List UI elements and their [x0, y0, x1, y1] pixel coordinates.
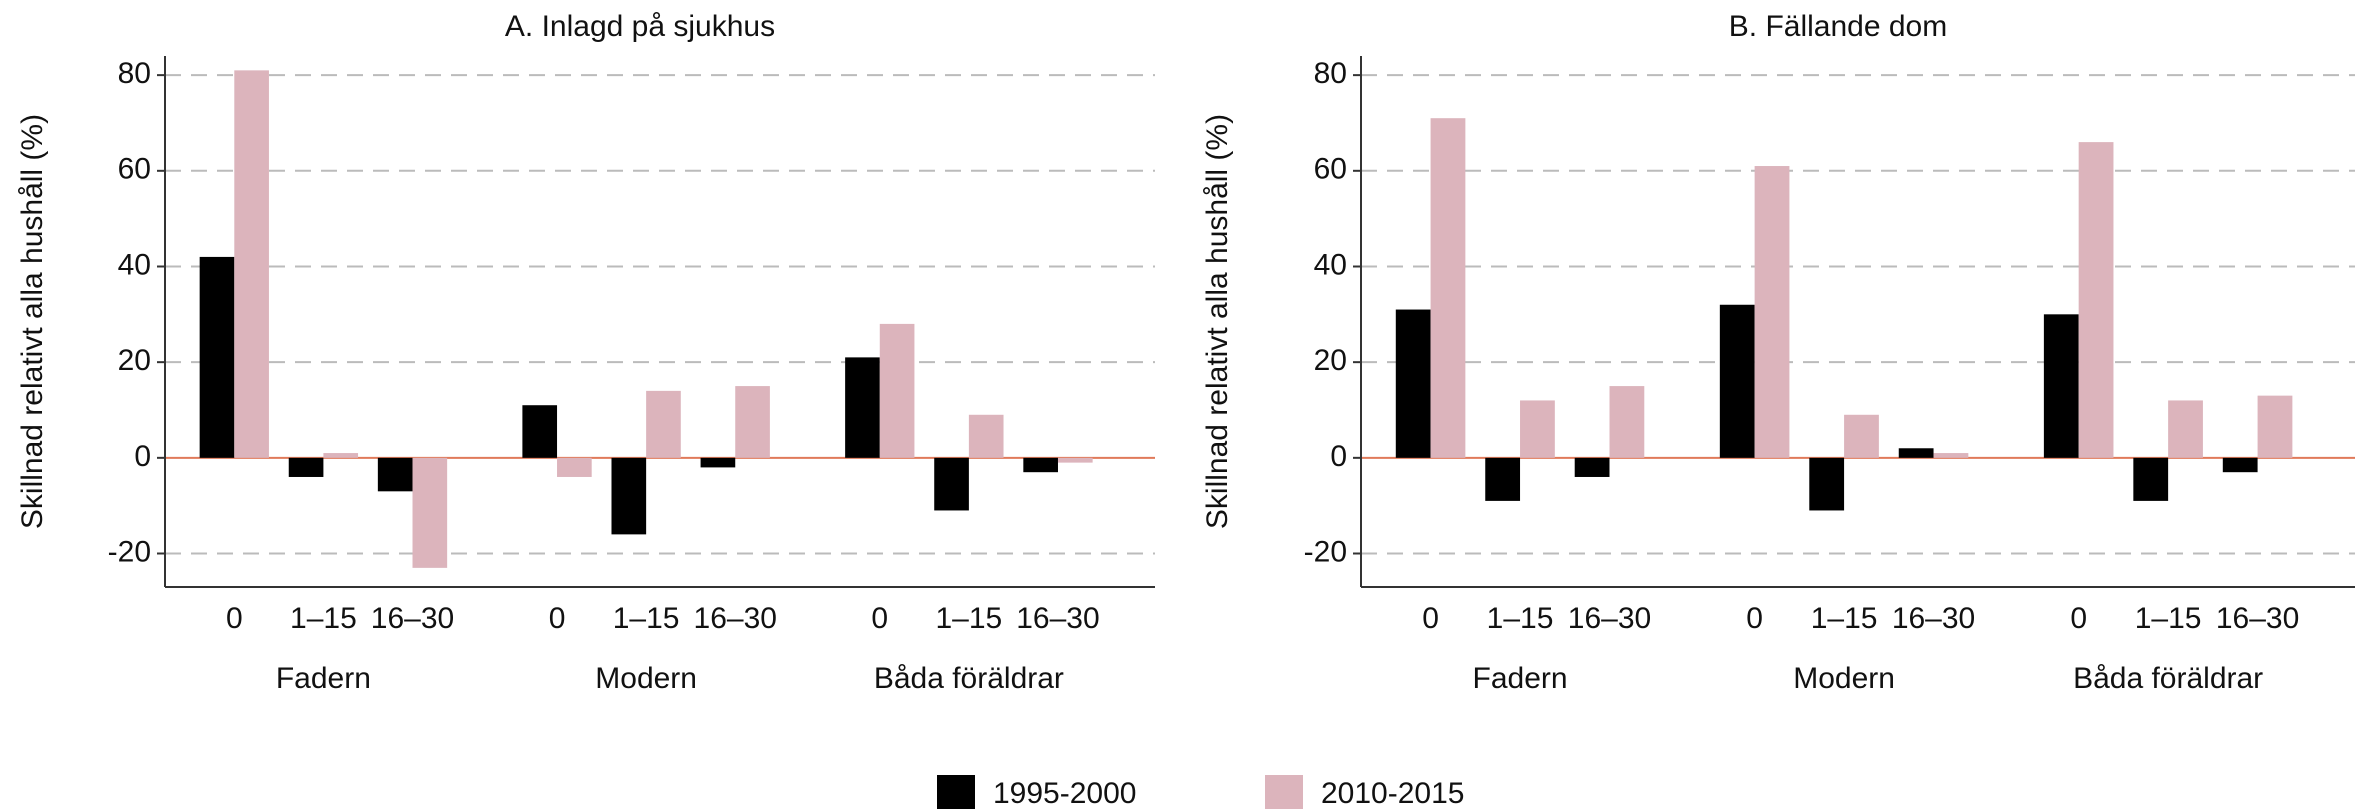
- x-tick-label: 16–30: [1016, 602, 1099, 635]
- bar: 1995-2000: [1809, 457, 1845, 511]
- y-tick-label: -20: [1304, 535, 1347, 568]
- x-tick-label: 16–30: [694, 602, 777, 635]
- bar: 1995-2000: [1023, 457, 1058, 473]
- bar: 1995-2000: [845, 357, 880, 458]
- chart-title: B. Fällande dom: [1729, 10, 1947, 43]
- x-tick-label: 0: [2070, 602, 2087, 635]
- x-tick-label: 1–15: [936, 602, 1003, 635]
- group-label: Båda föräldrar: [2073, 662, 2263, 695]
- y-tick-label: 20: [118, 344, 151, 377]
- group-label: Båda föräldrar: [874, 662, 1064, 695]
- bar: 2010-2015: [2257, 395, 2293, 458]
- x-tick-label: 16–30: [1892, 602, 1975, 635]
- group-label: Fadern: [1473, 662, 1568, 695]
- bar: 1995-2000: [2222, 457, 2258, 473]
- y-tick-label: 80: [1314, 57, 1347, 90]
- x-tick-label: 1–15: [290, 602, 357, 635]
- bar: 1995-2000: [1574, 457, 1610, 477]
- bar: 1995-2000: [1898, 448, 1934, 458]
- bar: 2010-2015: [1754, 166, 1790, 458]
- x-tick-label: 1–15: [1811, 602, 1878, 635]
- group-label: Fadern: [276, 662, 371, 695]
- bar: 1995-2000: [288, 457, 324, 477]
- legend-swatch: [1265, 775, 1303, 809]
- bar: 2010-2015: [323, 453, 359, 458]
- legend-label: 2010-2015: [1321, 777, 1464, 809]
- bar: 2010-2015: [1057, 457, 1093, 463]
- x-tick-label: 1–15: [613, 602, 680, 635]
- bar: 1995-2000: [1719, 304, 1755, 458]
- y-tick-label: 60: [1314, 153, 1347, 186]
- y-tick-label: -20: [108, 535, 151, 568]
- x-tick-label: 16–30: [1568, 602, 1651, 635]
- group-label: Modern: [595, 662, 697, 695]
- bar: 1995-2000: [934, 457, 969, 511]
- bar: 1995-2000: [199, 256, 235, 458]
- bar: 2010-2015: [968, 414, 1004, 458]
- x-tick-label: 1–15: [1487, 602, 1554, 635]
- y-tick-label: 20: [1314, 344, 1347, 377]
- chart-title: A. Inlagd på sjukhus: [505, 10, 775, 43]
- x-tick-label: 0: [1746, 602, 1763, 635]
- bar: 2010-2015: [2168, 400, 2203, 458]
- y-tick-label: 0: [1330, 440, 1347, 473]
- x-tick-label: 0: [871, 602, 888, 635]
- bar: 1995-2000: [377, 457, 413, 492]
- y-tick-label: 60: [118, 153, 151, 186]
- bar: 1995-2000: [2043, 314, 2079, 458]
- x-tick-label: 16–30: [2216, 602, 2299, 635]
- x-tick-label: 0: [1422, 602, 1439, 635]
- bar: 1995-2000: [700, 457, 736, 468]
- bar: 2010-2015: [735, 386, 770, 458]
- y-tick-label: 40: [1314, 248, 1347, 281]
- y-tick-label: 40: [118, 248, 151, 281]
- bar: 2010-2015: [1609, 386, 1645, 458]
- bar: 1995-2000: [611, 457, 647, 535]
- x-tick-label: 1–15: [2135, 602, 2202, 635]
- legend-swatch: [937, 775, 975, 809]
- group-label: Modern: [1793, 662, 1895, 695]
- x-tick-label: 0: [226, 602, 243, 635]
- y-tick-label: 80: [118, 57, 151, 90]
- bar: 1995-2000: [1395, 309, 1431, 458]
- bar: 2010-2015: [234, 70, 269, 458]
- bar: 1995-2000: [522, 405, 558, 458]
- bar: 1995-2000: [1485, 457, 1521, 501]
- bar: 2010-2015: [879, 323, 915, 458]
- y-axis-label: Skillnad relativt alla hushåll (%): [16, 114, 49, 529]
- bar: 2010-2015: [2078, 142, 2114, 458]
- bar: 1995-2000: [2133, 457, 2169, 501]
- bar: 2010-2015: [1844, 414, 1879, 458]
- x-tick-label: 0: [549, 602, 566, 635]
- bar: 2010-2015: [1933, 453, 1969, 458]
- bar: 2010-2015: [646, 390, 681, 458]
- y-axis-label: Skillnad relativt alla hushåll (%): [1201, 114, 1234, 529]
- bar: 2010-2015: [557, 457, 592, 477]
- y-tick-label: 0: [134, 440, 151, 473]
- x-tick-label: 16–30: [371, 602, 454, 635]
- bar: 2010-2015: [412, 457, 448, 568]
- bar: 2010-2015: [1520, 400, 1555, 458]
- bar: 2010-2015: [1430, 118, 1466, 458]
- legend-label: 1995-2000: [993, 777, 1136, 809]
